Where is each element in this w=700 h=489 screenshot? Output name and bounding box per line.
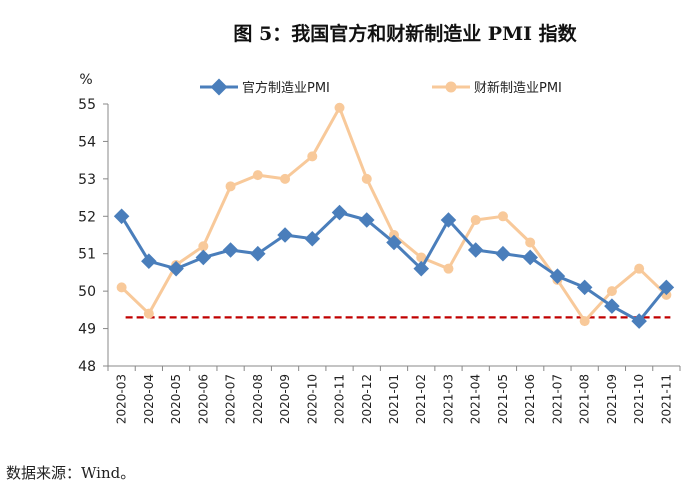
- series-group: [113, 102, 675, 329]
- data-point: [334, 102, 345, 113]
- data-point: [277, 227, 293, 243]
- source-note: 数据来源：Wind。: [6, 464, 135, 482]
- data-point: [522, 249, 538, 266]
- x-tick-label: 2020-11: [333, 374, 347, 424]
- data-point: [116, 282, 127, 293]
- data-point: [361, 173, 372, 184]
- y-tick-label: 50: [78, 284, 96, 300]
- data-point: [168, 260, 184, 277]
- data-point: [252, 170, 263, 181]
- data-point: [416, 252, 427, 263]
- y-tick-label: 51: [78, 247, 96, 263]
- data-point: [606, 286, 617, 297]
- axes: [107, 104, 680, 367]
- x-tick-label: 2021-07: [550, 374, 564, 424]
- data-point: [470, 215, 481, 226]
- x-tick-label: 2021-01: [387, 374, 401, 424]
- x-tick-label: 2020-05: [169, 374, 183, 424]
- data-point: [497, 211, 508, 222]
- data-point: [222, 242, 239, 258]
- data-point: [495, 245, 511, 262]
- data-point: [304, 230, 321, 247]
- legend-marker-caixin: [445, 81, 457, 93]
- data-point: [307, 151, 318, 162]
- x-tick-label: 2020-04: [142, 374, 156, 424]
- legend-label-caixin: 财新制造业PMI: [474, 80, 562, 96]
- x-tick-label: 2020-12: [360, 374, 374, 424]
- chart-title: 图 5：我国官方和财新制造业 PMI 指数: [233, 22, 577, 45]
- y-tick-label: 53: [78, 172, 96, 188]
- x-tick-label: 2020-08: [251, 374, 265, 424]
- data-point: [143, 308, 154, 319]
- data-point: [467, 242, 484, 258]
- x-tick-label: 2020-03: [115, 374, 129, 424]
- data-point: [440, 212, 457, 228]
- data-point: [113, 208, 130, 225]
- y-tick-label: 48: [78, 359, 96, 375]
- data-point: [634, 263, 645, 274]
- series-line: [120, 211, 668, 323]
- data-point: [579, 316, 590, 327]
- legend: 官方制造业PMI 财新制造业PMI: [200, 78, 562, 96]
- data-point: [358, 212, 375, 228]
- x-tick-label: 2021-05: [496, 374, 510, 424]
- x-tick-label: 2021-09: [605, 374, 619, 424]
- series-caixin: [116, 102, 672, 327]
- x-tick-label: 2021-08: [578, 374, 592, 424]
- legend-label-official: 官方制造业PMI: [242, 80, 330, 96]
- y-ticks: 48 49 50 51 52 53 54 55: [78, 97, 108, 375]
- x-tick-label: 2021-03: [441, 374, 455, 424]
- y-tick-label: 49: [78, 322, 96, 338]
- x-tick-label: 2020-09: [278, 374, 292, 424]
- x-tick-label: 2021-10: [632, 374, 646, 424]
- x-tick-label: 2020-06: [196, 374, 210, 424]
- y-tick-label: 52: [78, 209, 96, 225]
- x-tick-label: 2021-02: [414, 374, 428, 424]
- x-tick-label: 2021-11: [659, 374, 673, 424]
- y-tick-label: 54: [78, 134, 96, 150]
- data-point: [195, 249, 212, 266]
- data-point: [386, 234, 402, 251]
- series-official: [113, 204, 675, 329]
- data-point: [331, 204, 348, 221]
- data-point: [141, 253, 157, 269]
- legend-marker-official: [210, 78, 228, 96]
- x-tick-label: 2020-10: [305, 374, 319, 424]
- y-axis-unit: %: [79, 72, 92, 88]
- y-tick-label: 55: [78, 97, 96, 113]
- x-tick-label: 2021-06: [523, 374, 537, 424]
- data-point: [198, 241, 209, 252]
- data-point: [280, 173, 291, 184]
- x-ticks: 2020-03 2020-04 2020-05 2020-06 2020-07 2020-…: [107, 366, 681, 424]
- data-point: [225, 181, 236, 192]
- data-point: [525, 237, 536, 248]
- data-point: [443, 263, 454, 274]
- x-tick-label: 2020-07: [224, 374, 238, 424]
- x-tick-label: 2021-04: [469, 374, 483, 424]
